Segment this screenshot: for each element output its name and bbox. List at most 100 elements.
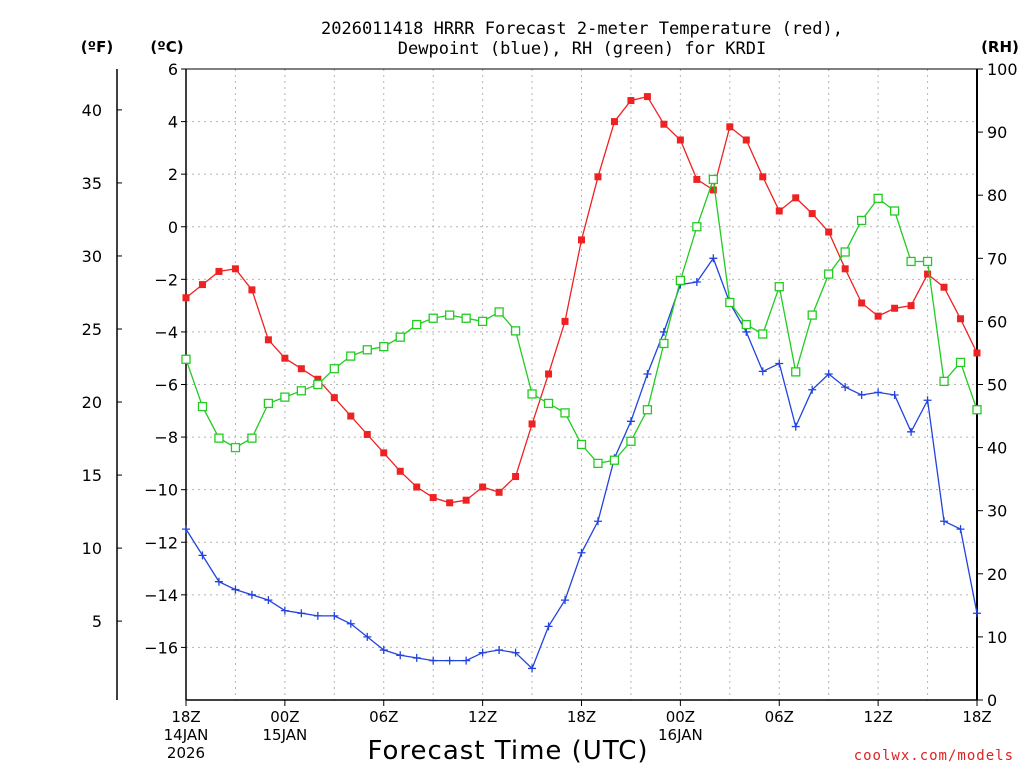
x-tick-label: 18Z <box>171 708 200 726</box>
celsius-tick-label: −2 <box>154 270 178 289</box>
fahrenheit-tick-label: 15 <box>82 466 102 485</box>
rh-tick-label: 70 <box>987 249 1007 268</box>
series-point <box>891 304 899 312</box>
series-point <box>610 118 618 126</box>
series-point <box>428 313 438 323</box>
watermark-text: coolwx.com/models <box>854 748 1014 764</box>
series-point <box>380 449 388 457</box>
series-point <box>758 329 768 339</box>
series-point <box>856 215 867 226</box>
series-point <box>363 632 372 641</box>
series-point <box>396 651 405 660</box>
series-point <box>313 611 322 620</box>
fahrenheit-unit-label: (ºF) <box>81 38 113 56</box>
series-point <box>924 270 932 278</box>
series-point <box>247 433 257 443</box>
series-point <box>363 430 371 438</box>
celsius-tick-label: 0 <box>168 218 178 237</box>
series-point <box>840 247 850 257</box>
series-point <box>955 357 966 368</box>
series-point <box>379 646 388 655</box>
series-point <box>791 422 800 431</box>
series-point <box>347 412 355 420</box>
series-point <box>478 648 487 657</box>
series-point <box>906 256 916 267</box>
series-point <box>495 488 503 496</box>
series-point <box>874 312 882 320</box>
series-point <box>329 364 339 374</box>
series-point <box>512 473 520 481</box>
series-point <box>973 349 981 357</box>
fahrenheit-tick-label: 10 <box>82 539 102 558</box>
series-point <box>214 577 223 586</box>
series-point <box>181 354 191 364</box>
series-point <box>593 517 602 526</box>
series-point <box>545 370 553 378</box>
series-point <box>708 174 718 185</box>
series-point <box>907 302 915 310</box>
series-point <box>660 120 668 128</box>
series-point <box>858 299 866 307</box>
x-axis-title: Forecast Time (UTC) <box>367 736 648 766</box>
tick-labels: 6420−2−4−6−8−10−12−14−164035302520151051… <box>82 60 1018 762</box>
series-point <box>527 389 537 399</box>
fahrenheit-tick-label: 30 <box>82 247 102 266</box>
series-point <box>494 307 504 317</box>
series-point <box>890 391 899 400</box>
series-point <box>956 525 965 534</box>
chart-axes <box>116 68 983 706</box>
series-point <box>544 622 553 631</box>
series-point <box>972 405 982 415</box>
celsius-tick-label: 4 <box>168 113 178 132</box>
series-point <box>775 359 784 368</box>
series-point <box>774 282 784 292</box>
x-tick-label: 14JAN <box>164 726 209 744</box>
series-point <box>923 396 932 405</box>
series-point <box>758 367 767 376</box>
series-point <box>626 417 635 426</box>
series-point <box>627 97 635 105</box>
series-point <box>825 228 833 236</box>
series-point <box>857 391 866 400</box>
series-point <box>346 351 356 361</box>
series-point <box>692 277 701 286</box>
series-point <box>446 499 454 507</box>
series-point <box>362 345 372 355</box>
x-tick-label: 00Z <box>270 708 299 726</box>
celsius-tick-label: −12 <box>144 533 178 552</box>
rh-tick-label: 60 <box>987 312 1007 331</box>
series-point <box>264 596 273 605</box>
series-point <box>231 265 239 273</box>
series-point <box>330 611 339 620</box>
series-point <box>578 236 585 244</box>
rh-tick-label: 90 <box>987 123 1007 142</box>
celsius-tick-label: −6 <box>154 376 178 395</box>
x-tick-label: 06Z <box>765 708 794 726</box>
celsius-tick-label: −8 <box>154 428 178 447</box>
series-point <box>264 336 272 344</box>
fahrenheit-tick-label: 40 <box>82 101 102 120</box>
x-tick-label: 18Z <box>962 708 991 726</box>
fahrenheit-tick-label: 20 <box>82 393 102 412</box>
celsius-tick-label: 2 <box>168 165 178 184</box>
celsius-tick-label: −4 <box>154 323 178 342</box>
series-point <box>561 317 569 325</box>
series-point <box>396 467 404 475</box>
series-point <box>841 383 850 392</box>
series-point <box>940 283 948 291</box>
series-point <box>330 394 338 402</box>
x-tick-label: 12Z <box>863 708 892 726</box>
series-point <box>676 136 684 144</box>
rh-tick-label: 30 <box>987 502 1007 521</box>
series-point <box>922 256 933 267</box>
rh-tick-label: 40 <box>987 439 1007 458</box>
series-point <box>841 265 849 273</box>
series-point <box>230 442 241 453</box>
series-point <box>940 517 949 526</box>
series-point <box>561 596 570 605</box>
series-point <box>808 385 817 394</box>
series-point <box>560 408 570 418</box>
series-point <box>692 222 702 232</box>
series-point <box>346 619 355 628</box>
series-point <box>495 646 504 655</box>
